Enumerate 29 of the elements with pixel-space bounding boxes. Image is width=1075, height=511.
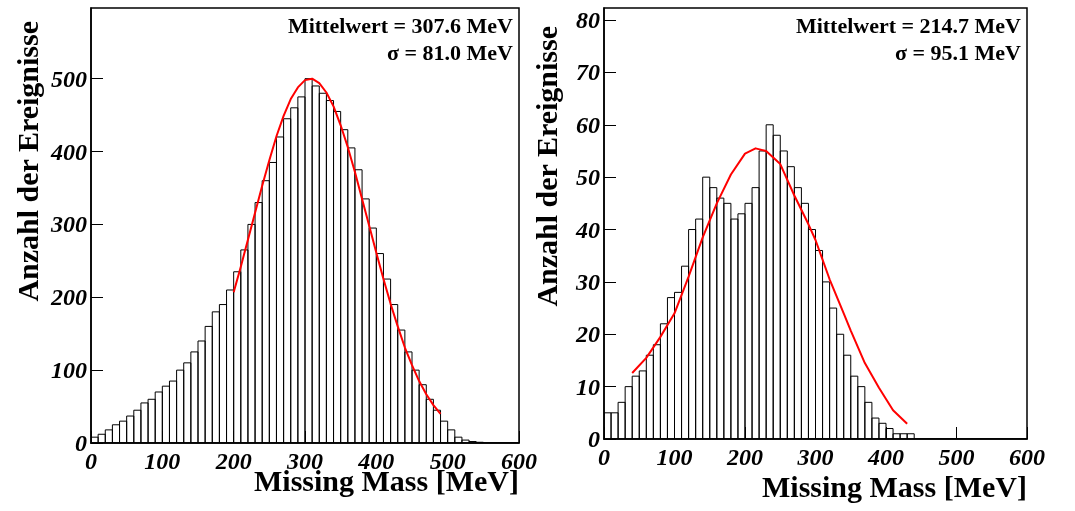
annotation: σ = 95.1 MeV (895, 39, 1022, 65)
x-tick-label: 500 (938, 444, 975, 470)
y-tick-label: 300 (50, 211, 87, 238)
y-tick-label: 400 (50, 138, 87, 165)
x-tick-label: 300 (796, 444, 834, 470)
x-tick-label: 400 (867, 444, 904, 470)
y-tick-label: 60 (576, 111, 600, 138)
y-tick-label: 70 (576, 59, 600, 86)
y-tick-label: 200 (50, 284, 87, 311)
y-tick-label: 500 (51, 65, 87, 92)
y-tick-label: 10 (576, 373, 600, 400)
x-tick-label: 200 (726, 444, 763, 470)
annotation: Mittelwert = 214.7 MeV (795, 12, 1022, 38)
y-tick-label: 80 (576, 7, 600, 34)
y-tick-label: 40 (575, 216, 600, 243)
y-tick-label: 50 (576, 164, 600, 191)
y-tick-label: 0 (588, 426, 600, 452)
y-axis-title: Anzahl der Ereignisse (529, 26, 563, 307)
y-tick-label: 20 (575, 321, 600, 348)
x-tick-label: 100 (656, 444, 693, 470)
x-tick-label: 100 (144, 448, 181, 474)
annotation: σ = 81.0 MeV (387, 39, 514, 65)
y-tick-label: 100 (51, 357, 87, 384)
y-tick-label: 30 (575, 268, 600, 295)
x-tick-label: 600 (1009, 444, 1045, 470)
x-axis-title: Missing Mass [MeV] (762, 469, 1027, 503)
annotation: Mittelwert = 307.6 MeV (287, 12, 514, 38)
y-axis-title: Anzahl der Ereignisse (10, 21, 44, 302)
x-tick-label: 200 (214, 448, 252, 474)
